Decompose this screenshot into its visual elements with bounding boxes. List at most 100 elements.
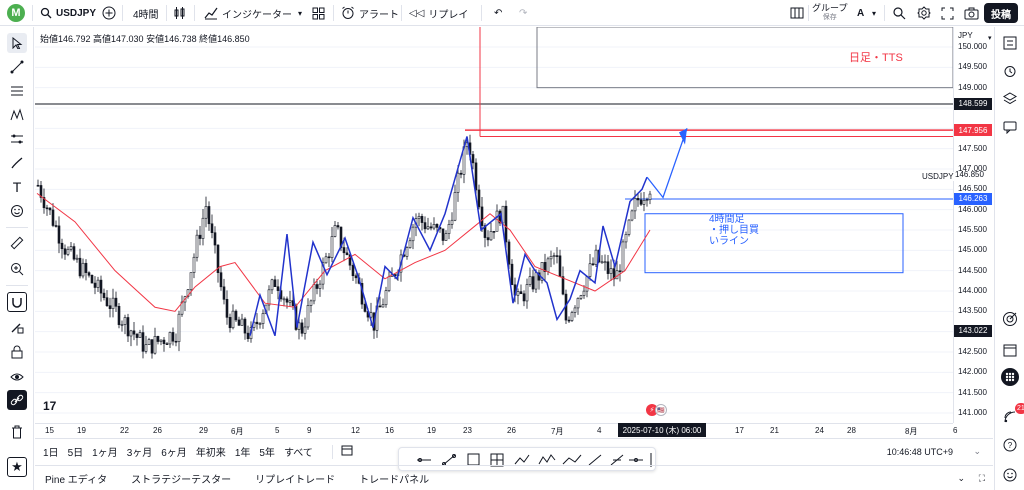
layouts-button[interactable] — [312, 0, 325, 26]
measure-tool[interactable] — [7, 233, 27, 253]
layout-toggle-button[interactable] — [790, 0, 804, 26]
redo-button[interactable]: ↷ — [519, 0, 527, 26]
time-tick-label: 9 — [307, 426, 312, 435]
group-save-button[interactable]: グループ 保存 — [812, 0, 847, 26]
notifications-button[interactable]: 21 — [1000, 403, 1024, 427]
snapshot-button[interactable] — [964, 0, 979, 26]
price-axis[interactable]: JPY ▾ 150.000149.500149.000148.500148.00… — [953, 27, 993, 423]
clock-label[interactable]: 10:46:48 UTC+9 — [886, 446, 953, 457]
compare-symbol-button[interactable] — [102, 0, 116, 26]
price-chart[interactable] — [35, 27, 993, 437]
candle-body — [45, 207, 49, 210]
horizontal-ray-icon[interactable] — [417, 458, 431, 462]
alert-button[interactable]: アラート — [341, 0, 399, 26]
price-level-tag[interactable]: 147.956 — [954, 124, 992, 137]
chevron-down-icon[interactable]: ⌄ — [957, 472, 965, 483]
time-tick-label: 16 — [385, 426, 394, 435]
magnet-tool[interactable] — [7, 292, 27, 312]
calendar-button[interactable] — [1000, 340, 1020, 360]
range-button[interactable]: 6ヶ月 — [161, 448, 187, 459]
daily-tts-annotation[interactable]: 日足・TTS — [849, 52, 903, 64]
candle-body — [636, 198, 640, 201]
path-icon[interactable] — [514, 454, 530, 465]
pattern-tool[interactable] — [7, 105, 27, 125]
rectangle-icon[interactable] — [467, 453, 480, 466]
price-level-tag[interactable]: 143.022 — [954, 324, 992, 337]
zoom-tool[interactable] — [7, 259, 27, 279]
range-button[interactable]: 1ヶ月 — [92, 448, 118, 459]
crosshair-icon[interactable] — [490, 453, 504, 467]
info-line-icon[interactable] — [610, 454, 624, 466]
range-button[interactable]: 5年 — [259, 448, 275, 459]
horizontal-line-icon[interactable] — [629, 458, 643, 462]
lock-drawings-tool[interactable] — [7, 342, 27, 362]
candle-body — [210, 223, 214, 233]
forecast-tool[interactable] — [7, 129, 27, 149]
trendline-tool[interactable] — [7, 57, 27, 77]
goto-date-button[interactable] — [341, 444, 353, 459]
range-button[interactable]: 1日 — [43, 448, 59, 459]
emoji-button[interactable] — [1000, 465, 1020, 485]
fib-tool[interactable] — [7, 81, 27, 101]
panel-tab[interactable]: ストラテジーテスター — [131, 474, 232, 486]
price-level-tag[interactable]: 148.599 — [954, 97, 992, 110]
alerts-panel-button[interactable] — [1000, 61, 1020, 81]
chevron-down-icon[interactable]: ▾ — [988, 35, 992, 42]
interval-button[interactable]: 4時間 — [133, 9, 159, 21]
range-button[interactable]: 3ヶ月 — [126, 448, 153, 459]
icon-tool[interactable] — [7, 201, 27, 221]
user-avatar[interactable]: M — [7, 4, 25, 22]
text-tool[interactable]: T — [7, 177, 27, 197]
panel-tab[interactable]: トレードパネル — [359, 474, 430, 486]
symbol-search-button[interactable]: USDJPY — [40, 0, 96, 26]
box-annotation[interactable]: 4時間足 ・押し目買 いライン — [709, 214, 759, 247]
maximize-panel-icon[interactable]: ⛶ — [978, 472, 985, 483]
arrow-icon[interactable] — [562, 454, 582, 465]
stay-drawing-tool[interactable] — [7, 317, 27, 337]
replay-label: リプレイ — [428, 9, 469, 21]
favorites-tool[interactable]: ★ — [7, 457, 27, 477]
broadcast-icon — [1004, 411, 1016, 423]
delete-drawings-tool[interactable] — [7, 422, 27, 442]
range-button[interactable]: すべて — [283, 448, 313, 459]
help-button[interactable]: ? — [1000, 435, 1020, 455]
range-button[interactable]: 5日 — [67, 448, 84, 459]
fullscreen-button[interactable] — [941, 0, 954, 26]
us-flag-icon[interactable]: 🇺🇸 — [655, 404, 667, 416]
chart-pane[interactable]: 始値146.792 高値147.030 安値146.738 終値146.850 … — [35, 27, 993, 437]
chart-type-button[interactable] — [173, 0, 187, 26]
undo-button[interactable]: ↶ — [494, 0, 502, 26]
object-tree-button[interactable] — [1000, 89, 1020, 109]
hide-drawings-tool[interactable] — [7, 367, 27, 387]
range-button[interactable]: 年初来 — [195, 448, 226, 459]
chevron-down-icon[interactable]: ⌄ — [973, 446, 981, 456]
eye-icon — [10, 373, 24, 381]
quick-search-button[interactable] — [892, 0, 906, 26]
polyline-icon[interactable] — [538, 454, 556, 465]
settings-button[interactable] — [917, 0, 931, 26]
price-tick-label: 141.000 — [958, 408, 987, 417]
range-button[interactable]: 1年 — [234, 448, 251, 459]
candle-body — [300, 322, 304, 334]
brush-tool[interactable] — [7, 153, 27, 173]
divider — [194, 5, 195, 21]
products-button[interactable] — [1000, 367, 1020, 387]
panel-tab[interactable]: リプレイトレード — [255, 474, 336, 486]
chat-button[interactable] — [1000, 117, 1020, 137]
price-level-tag[interactable]: 146.263 — [954, 192, 992, 205]
sync-drawings-tool[interactable] — [7, 390, 27, 410]
indicators-button[interactable]: インジケーター ▾ — [204, 0, 302, 26]
watchlist-button[interactable] — [1000, 33, 1020, 53]
panel-tab[interactable]: Pine エディタ — [45, 474, 108, 486]
post-button[interactable]: 投稿 — [984, 3, 1018, 23]
cursor-tool[interactable] — [7, 33, 27, 53]
time-axis[interactable]: 15 19 22 26 29 6月 5 9 12 16 19 23 26 7月 4 17 21 24 28 8月 6 — [35, 423, 957, 437]
replay-button[interactable]: ◁◁ リプレイ — [409, 0, 468, 26]
ray-icon[interactable] — [588, 454, 602, 466]
hotlists-button[interactable] — [1000, 309, 1020, 329]
trendline-icon[interactable] — [442, 454, 456, 466]
candle-body — [429, 226, 433, 229]
candle-body — [612, 268, 616, 280]
chevron-down-icon[interactable]: ▾ — [872, 8, 877, 18]
group-label: グループ — [812, 3, 848, 13]
